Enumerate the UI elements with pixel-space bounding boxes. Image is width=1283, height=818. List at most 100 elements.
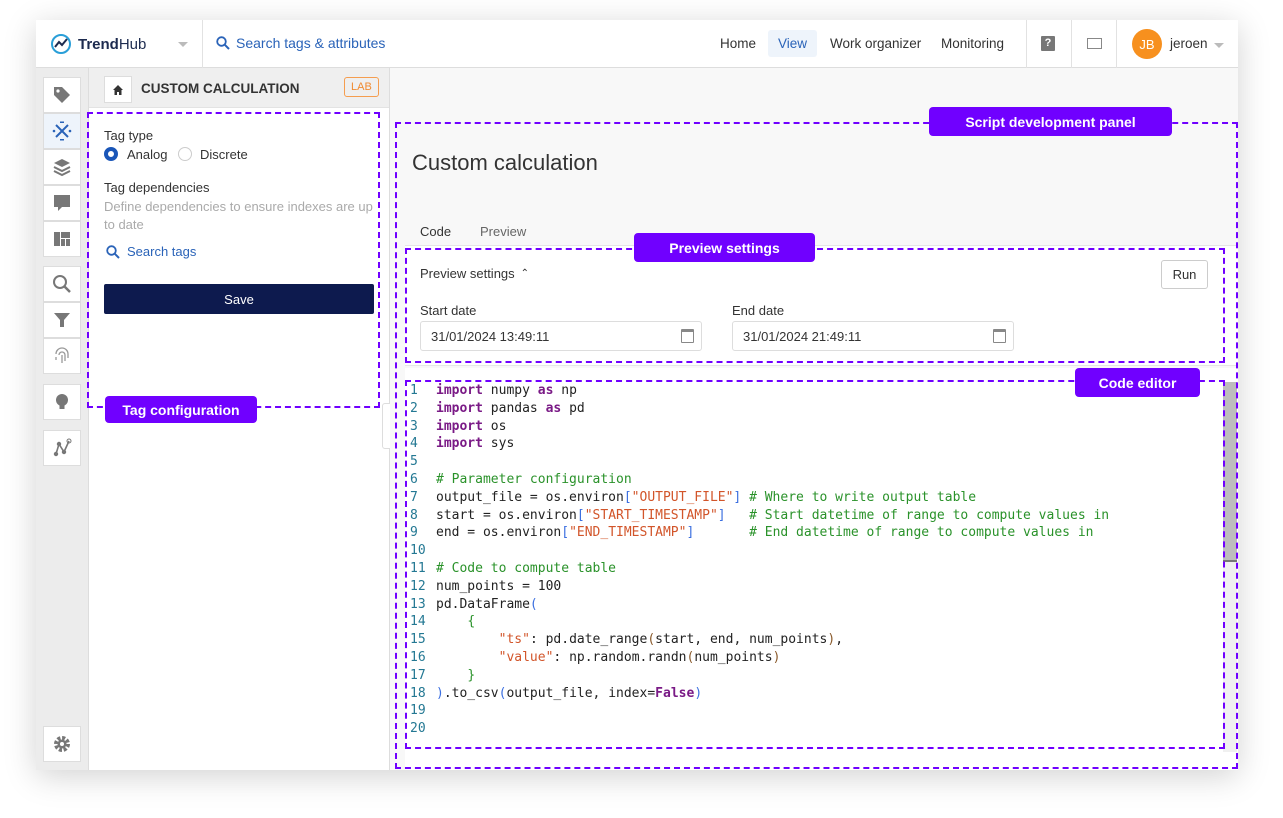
code-line[interactable]: 20 [410, 720, 1109, 738]
annotation-preview-settings: Preview settings [634, 233, 815, 262]
user-name[interactable]: jeroen [1170, 36, 1208, 51]
code-line[interactable]: 8 start = os.environ["START_TIMESTAMP"] #… [410, 507, 1109, 525]
start-date-value: 31/01/2024 13:49:11 [431, 329, 550, 344]
comment-icon[interactable] [43, 185, 81, 221]
panel-title: CUSTOM CALCULATION [141, 81, 300, 96]
mail-icon[interactable] [1087, 38, 1102, 49]
save-button[interactable]: Save [104, 284, 374, 314]
editor-scrollbar[interactable] [1223, 382, 1237, 752]
search-icon[interactable] [43, 266, 81, 302]
annotation-script-panel: Script development panel [929, 107, 1172, 136]
line-number: 1 [410, 383, 418, 398]
nav-monitoring[interactable]: Monitoring [941, 36, 1005, 51]
code-line[interactable]: 9 end = os.environ["END_TIMESTAMP"] # End… [410, 524, 1109, 542]
code-token: numpy [482, 383, 538, 398]
code-token: .to_csv [443, 685, 499, 701]
nav-home[interactable]: Home [720, 36, 757, 51]
nav-work-organizer[interactable]: Work organizer [830, 36, 922, 51]
code-token: [ [623, 489, 632, 505]
code-token: "START_TIMESTAMP" [584, 507, 718, 523]
line-number: 3 [410, 418, 418, 434]
line-number: 13 [410, 596, 426, 612]
code-token: ) [694, 685, 703, 701]
code-line[interactable]: 7 output_file = os.environ["OUTPUT_FILE"]… [410, 489, 1109, 507]
code-line[interactable]: 1 import numpy as np [410, 382, 1109, 400]
code-line[interactable]: 18).to_csv(output_file, index=False) [410, 685, 1109, 703]
code-line[interactable]: 15 "ts": pd.date_range(start, end, num_p… [410, 631, 1109, 649]
code-token [741, 490, 749, 505]
code-line[interactable]: 13 pd.DataFrame( [410, 596, 1109, 614]
code-line[interactable]: 10 [410, 542, 1109, 560]
app-switcher-caret-icon[interactable] [178, 42, 188, 47]
calendar-icon[interactable] [681, 329, 694, 343]
code-token: num_points = 100 [436, 578, 562, 594]
radio-discrete[interactable] [178, 147, 192, 161]
home-button[interactable] [104, 76, 132, 103]
code-token: pd.DataFrame [436, 596, 530, 612]
code-line[interactable]: 2 import pandas as pd [410, 400, 1109, 418]
radio-analog-label[interactable]: Analog [127, 147, 168, 162]
calendar-icon[interactable] [993, 329, 1006, 343]
code-line[interactable]: 14 { [410, 613, 1109, 631]
code-line[interactable]: 6 # Parameter configuration [410, 471, 1109, 489]
code-token: import [436, 383, 483, 398]
code-token: ] [717, 507, 726, 523]
code-line[interactable]: 5 [410, 453, 1109, 471]
code-line[interactable]: 16 "value": np.random.randn(num_points) [410, 649, 1109, 667]
app-logo[interactable]: TrendHub [50, 33, 146, 55]
filter-icon[interactable] [43, 302, 81, 338]
line-number: 12 [410, 578, 426, 594]
code-line[interactable]: 11 # Code to compute table [410, 560, 1109, 578]
user-menu-caret-icon[interactable] [1214, 43, 1224, 48]
lightbulb-icon[interactable] [43, 384, 81, 420]
start-date-input[interactable]: 31/01/2024 13:49:11 [420, 321, 702, 351]
tab-preview[interactable]: Preview [480, 224, 527, 239]
help-icon[interactable]: ? [1041, 36, 1055, 51]
code-token: ) [436, 685, 444, 701]
radio-analog[interactable] [104, 147, 118, 161]
line-number: 18 [410, 685, 426, 701]
code-line[interactable]: 19 [410, 702, 1109, 720]
line-number: 17 [410, 667, 426, 683]
code-line[interactable]: 17 } [410, 667, 1109, 685]
avatar[interactable]: JB [1132, 29, 1162, 59]
header-divider [202, 20, 203, 68]
code-token: ) [827, 632, 836, 648]
code-token: "value" [498, 649, 554, 665]
code-line[interactable]: 3 import os [410, 418, 1109, 436]
tag-type-label: Tag type [104, 128, 154, 143]
search-tags-attributes[interactable]: Search tags & attributes [216, 35, 385, 51]
code-token: [ [561, 525, 570, 541]
top-header: TrendHub Search tags & attributes Home V… [36, 20, 1238, 68]
code-editor[interactable]: 1 import numpy as np 2 import pandas as pd 3… [405, 368, 1238, 770]
radio-discrete-label[interactable]: Discrete [200, 147, 248, 162]
code-token: ) [772, 649, 781, 665]
end-date-input[interactable]: 31/01/2024 21:49:11 [732, 321, 1014, 351]
calculation-icon[interactable] [43, 113, 81, 149]
search-tags-link[interactable]: Search tags [106, 244, 196, 259]
chevron-up-icon: ⌃ [520, 268, 530, 279]
code-line[interactable]: 4 import sys [410, 435, 1109, 453]
code-token: "END_TIMESTAMP" [569, 525, 687, 541]
search-icon [216, 36, 230, 50]
code-token: start, end, num_points [655, 632, 828, 648]
code-token: : np.random.randn [553, 649, 687, 665]
gear-icon[interactable] [43, 726, 81, 762]
run-button[interactable]: Run [1161, 260, 1208, 289]
code-line[interactable]: 12 num_points = 100 [410, 578, 1109, 596]
scrollbar-thumb[interactable] [1223, 382, 1237, 562]
code-token: import [436, 418, 483, 434]
nav-view[interactable]: View [768, 30, 818, 57]
graph-icon[interactable] [43, 430, 81, 466]
preview-settings-toggle[interactable]: Preview settings ⌃ [420, 266, 529, 282]
fingerprint-icon[interactable] [43, 338, 81, 374]
dashboard-icon[interactable] [43, 221, 81, 257]
line-number: 10 [410, 543, 426, 559]
layers-icon[interactable] [43, 149, 81, 185]
code-content[interactable]: 1 import numpy as np 2 import pandas as pd 3… [410, 382, 1109, 738]
code-token: as [545, 400, 562, 416]
line-number: 14 [410, 614, 426, 630]
tag-icon[interactable] [43, 77, 81, 113]
tag-dependencies-label: Tag dependencies [104, 180, 210, 195]
line-number: 5 [410, 454, 418, 470]
